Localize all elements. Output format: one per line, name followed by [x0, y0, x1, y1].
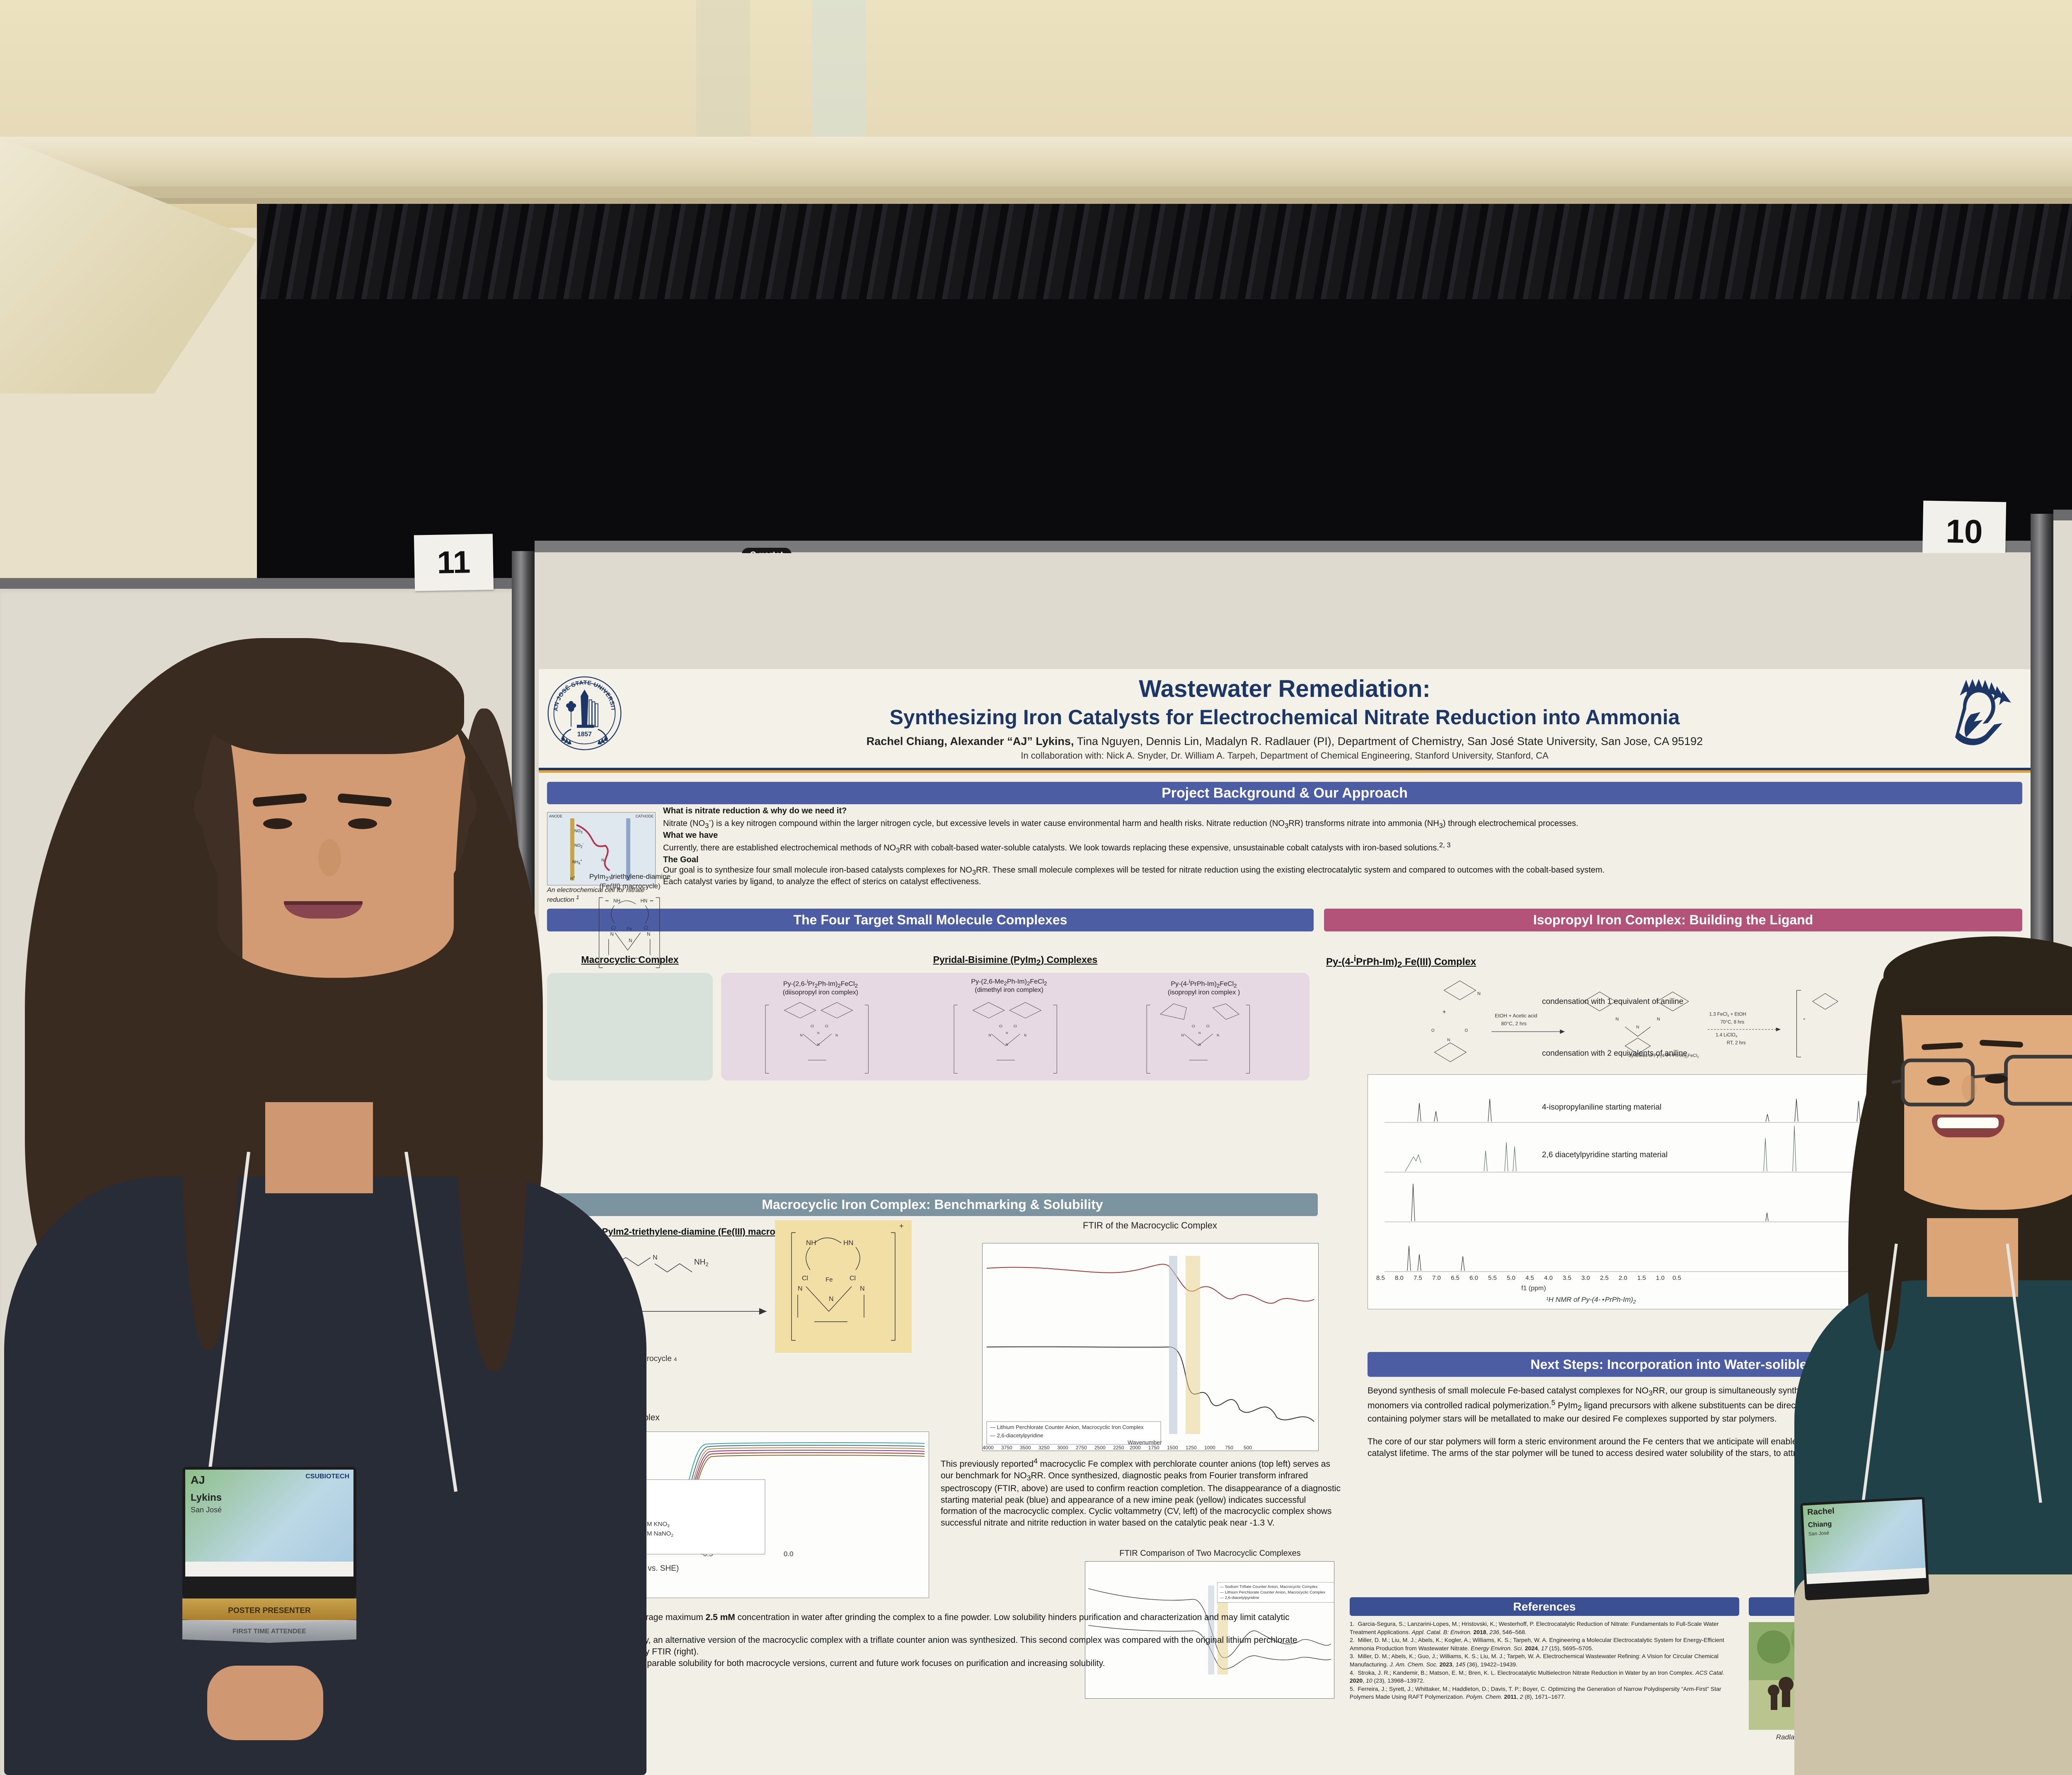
svg-text:1500: 1500 [1167, 1445, 1178, 1451]
svg-text:6.0: 6.0 [1469, 1274, 1478, 1282]
svg-text:N: N [989, 1034, 991, 1037]
svg-text:3250: 3250 [1038, 1445, 1050, 1451]
svg-text:+: + [899, 1222, 904, 1230]
svg-text:Fe: Fe [825, 1276, 833, 1283]
svg-text:3000: 3000 [1057, 1445, 1068, 1451]
svg-text:2250: 2250 [1113, 1445, 1124, 1451]
svg-text:Cl: Cl [1014, 1025, 1017, 1028]
svg-text:3500: 3500 [1020, 1445, 1031, 1451]
svg-text:500: 500 [1244, 1445, 1252, 1451]
svg-text:O: O [1431, 1028, 1435, 1033]
svg-text:1750: 1750 [1148, 1445, 1159, 1451]
svg-text:N: N [1181, 1034, 1184, 1037]
svg-text:2500: 2500 [1094, 1445, 1106, 1451]
svg-text:— 2,6-diacetylpyridine: — 2,6-diacetylpyridine [990, 1432, 1043, 1439]
svg-text:N: N [1477, 991, 1481, 996]
svg-text:¹H NMR of Py-(4-⋆PrPh-Im)2: ¹H NMR of Py-(4-⋆PrPh-Im)2 [1546, 1296, 1636, 1305]
svg-text:HN: HN [843, 1239, 854, 1247]
svg-text:N: N [1024, 1034, 1026, 1037]
svg-text:7.0: 7.0 [1432, 1274, 1441, 1282]
svg-text:Cl: Cl [811, 1025, 814, 1028]
svg-text:5.0: 5.0 [1507, 1274, 1515, 1282]
svg-text:2.0: 2.0 [1619, 1274, 1627, 1282]
svg-text:N: N [1636, 1025, 1639, 1030]
svg-text:2000: 2000 [1130, 1445, 1141, 1451]
svg-text:Cl: Cl [999, 1025, 1002, 1028]
svg-text:+: + [1443, 1009, 1446, 1016]
svg-text:3750: 3750 [1001, 1445, 1012, 1451]
svg-text:1250: 1250 [1186, 1445, 1197, 1451]
svg-text:Cl: Cl [1206, 1025, 1210, 1028]
svg-text:750: 750 [1225, 1445, 1233, 1451]
svg-text:N: N [860, 1285, 865, 1292]
svg-text:— Lithium Perchlorate Counter: — Lithium Perchlorate Counter Anion, Mac… [1220, 1590, 1325, 1595]
svg-text:3.5: 3.5 [1563, 1274, 1571, 1282]
svg-text:0.0: 0.0 [784, 1550, 794, 1558]
svg-text:6.5: 6.5 [1451, 1274, 1460, 1282]
svg-text:80°C, 2 hrs: 80°C, 2 hrs [1501, 1021, 1527, 1027]
svg-text:0.5: 0.5 [1673, 1274, 1681, 1282]
svg-text:1.0: 1.0 [1656, 1274, 1665, 1282]
svg-text:N: N [1616, 1017, 1619, 1022]
svg-text:1000: 1000 [1204, 1445, 1215, 1451]
svg-text:— 2,6-diacetylpyridine: — 2,6-diacetylpyridine [1220, 1596, 1259, 1600]
svg-text:N: N [817, 1031, 819, 1035]
svg-text:N: N [829, 1296, 834, 1303]
svg-text:Cl: Cl [1192, 1025, 1195, 1028]
svg-text:N: N [800, 1034, 803, 1037]
svg-text:N: N [1006, 1031, 1008, 1035]
svg-text:4000: 4000 [983, 1445, 994, 1451]
svg-text:Cl: Cl [802, 1275, 808, 1282]
svg-text:NH2: NH2 [694, 1258, 709, 1267]
svg-text:1.4 LiClO4: 1.4 LiClO4 [1716, 1033, 1738, 1038]
svg-text:N: N [1657, 1017, 1660, 1022]
svg-text:Cl: Cl [850, 1275, 856, 1282]
svg-text:O: O [1464, 1028, 1468, 1033]
svg-text:NH: NH [806, 1239, 816, 1247]
svg-text:N: N [1217, 1034, 1219, 1037]
svg-text:N: N [1447, 1038, 1450, 1042]
svg-text:Cl: Cl [825, 1025, 828, 1028]
svg-text:8.5: 8.5 [1376, 1274, 1385, 1282]
svg-text:4.0: 4.0 [1544, 1274, 1553, 1282]
svg-text:EtOH + Acetic acid: EtOH + Acetic acid [1495, 1013, 1537, 1018]
svg-text:1.5: 1.5 [1637, 1274, 1646, 1282]
svg-text:— Sodium Triflate Counter Anio: — Sodium Triflate Counter Anion, Macrocy… [1220, 1585, 1317, 1589]
svg-text:— Lithium Perchlorate Counter: — Lithium Perchlorate Counter Anion, Mac… [990, 1424, 1144, 1430]
svg-text:5.5: 5.5 [1488, 1274, 1497, 1282]
svg-text:f1 (ppm): f1 (ppm) [1521, 1285, 1546, 1292]
svg-text:N: N [1198, 1031, 1201, 1035]
svg-text:Wavenumber: Wavenumber [1128, 1439, 1162, 1446]
svg-text:7.5: 7.5 [1414, 1274, 1422, 1282]
svg-text:N: N [798, 1285, 803, 1292]
svg-text:8.0: 8.0 [1395, 1274, 1404, 1282]
svg-text:2750: 2750 [1076, 1445, 1087, 1451]
svg-text:4.5: 4.5 [1525, 1274, 1534, 1282]
svg-text:N: N [835, 1034, 838, 1037]
svg-text:2.5: 2.5 [1600, 1274, 1609, 1282]
svg-text:3.0: 3.0 [1581, 1274, 1590, 1282]
